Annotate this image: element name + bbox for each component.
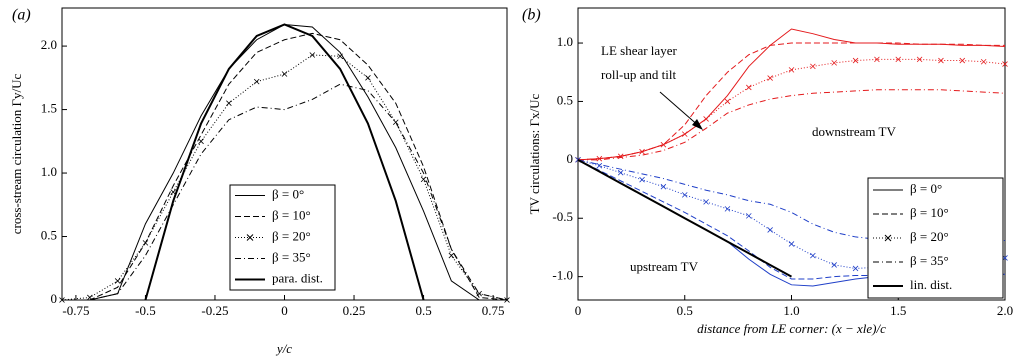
x-marker xyxy=(504,297,510,303)
x-tick-label: 0.5 xyxy=(677,303,693,318)
x-marker xyxy=(703,116,709,122)
y-tick-label: 2.0 xyxy=(41,37,57,52)
x-marker xyxy=(639,148,645,155)
x-tick-label: 1.0 xyxy=(783,303,799,318)
upstream-label: upstream TV xyxy=(630,259,699,274)
panel-label: (a) xyxy=(12,7,31,24)
x-tick-label: 1.5 xyxy=(890,303,906,318)
x-marker xyxy=(226,100,232,106)
x-marker xyxy=(309,52,316,58)
data-line xyxy=(62,83,508,301)
x-axis-label: y/c xyxy=(275,341,292,356)
x-marker xyxy=(639,176,645,183)
x-marker xyxy=(831,60,837,66)
x-marker xyxy=(746,213,752,219)
x-marker xyxy=(959,57,966,64)
x-marker xyxy=(681,131,688,137)
legend-marker xyxy=(246,234,254,241)
x-axis-label: distance from LE corner: (x − xle)/c xyxy=(697,321,886,336)
legend-label: β = 20° xyxy=(272,228,311,243)
x-marker xyxy=(895,56,902,63)
x-tick-label: -0.5 xyxy=(135,303,156,318)
legend-label: β = 35° xyxy=(910,253,949,268)
x-marker xyxy=(852,265,859,272)
y-tick-label: 0 xyxy=(51,291,58,306)
annotation: roll-up and tilt xyxy=(601,67,676,82)
legend-label: β = 10° xyxy=(272,207,311,222)
legend-label: β = 35° xyxy=(272,249,311,264)
y-axis-label: cross-stream circulation Γy/Uc xyxy=(9,73,24,234)
x-marker xyxy=(767,227,773,233)
x-tick-label: -0.75 xyxy=(62,303,89,318)
data-line xyxy=(144,23,425,301)
y-tick-label: 1.0 xyxy=(41,164,57,179)
y-tick-label: 0.5 xyxy=(557,92,573,107)
x-tick-label: 0 xyxy=(575,303,582,318)
x-marker xyxy=(767,75,773,81)
x-marker xyxy=(724,98,731,105)
y-tick-label: 1.0 xyxy=(557,34,573,49)
legend-label: para. dist. xyxy=(272,270,323,285)
x-marker xyxy=(198,138,204,145)
x-marker xyxy=(476,290,482,297)
legend-marker xyxy=(884,234,892,242)
legend-label: β = 10° xyxy=(910,205,949,220)
data-line xyxy=(577,58,1006,161)
x-marker xyxy=(980,58,987,65)
x-marker xyxy=(810,63,816,70)
x-marker xyxy=(916,56,923,63)
x-marker xyxy=(703,199,709,205)
y-tick-label: -0.5 xyxy=(552,209,573,224)
x-tick-label: 0.75 xyxy=(482,303,505,318)
x-marker xyxy=(874,56,880,63)
downstream-label: downstream TV xyxy=(812,124,896,139)
x-marker xyxy=(724,206,731,212)
x-marker xyxy=(1002,61,1008,67)
legend-label: β = 0° xyxy=(910,181,942,196)
y-axis-label: TV circulations: Γx/Uc xyxy=(527,93,542,214)
x-marker xyxy=(448,252,455,259)
y-tick-label: 0 xyxy=(567,151,574,166)
legend-label: lin. dist. xyxy=(910,277,952,292)
x-marker xyxy=(596,162,603,169)
x-marker xyxy=(142,240,149,246)
x-marker xyxy=(253,78,260,85)
x-marker xyxy=(660,141,667,148)
annotation-arrow xyxy=(659,91,701,128)
x-marker xyxy=(617,169,624,176)
x-tick-label: 0 xyxy=(281,303,288,318)
x-tick-label: 0.5 xyxy=(415,303,431,318)
x-marker xyxy=(788,67,795,73)
x-marker xyxy=(365,75,371,81)
x-marker xyxy=(852,57,859,64)
x-marker xyxy=(660,183,667,190)
x-tick-label: 2.0 xyxy=(997,303,1013,318)
legend-label: β = 0° xyxy=(272,186,304,201)
data-line xyxy=(577,158,792,278)
x-marker xyxy=(281,71,288,77)
x-marker xyxy=(596,155,603,162)
legend-box xyxy=(867,177,1004,299)
arrow-head xyxy=(692,119,703,130)
x-marker xyxy=(831,262,837,268)
x-marker xyxy=(938,57,944,64)
legend-label: β = 20° xyxy=(910,229,949,244)
x-tick-label: -0.25 xyxy=(201,303,228,318)
x-marker xyxy=(746,84,752,91)
data-line xyxy=(62,32,508,301)
panel-label: (b) xyxy=(522,7,541,24)
y-tick-label: 1.5 xyxy=(41,101,57,116)
x-marker xyxy=(681,192,688,198)
x-tick-label: 0.25 xyxy=(343,303,366,318)
data-line xyxy=(578,89,1006,161)
x-marker xyxy=(810,252,816,259)
x-marker xyxy=(788,241,795,247)
x-marker xyxy=(114,278,121,284)
y-tick-label: 0.5 xyxy=(41,228,57,243)
annotation: LE shear layer xyxy=(601,43,677,58)
x-marker xyxy=(337,53,343,60)
y-tick-label: -1.0 xyxy=(552,268,573,283)
